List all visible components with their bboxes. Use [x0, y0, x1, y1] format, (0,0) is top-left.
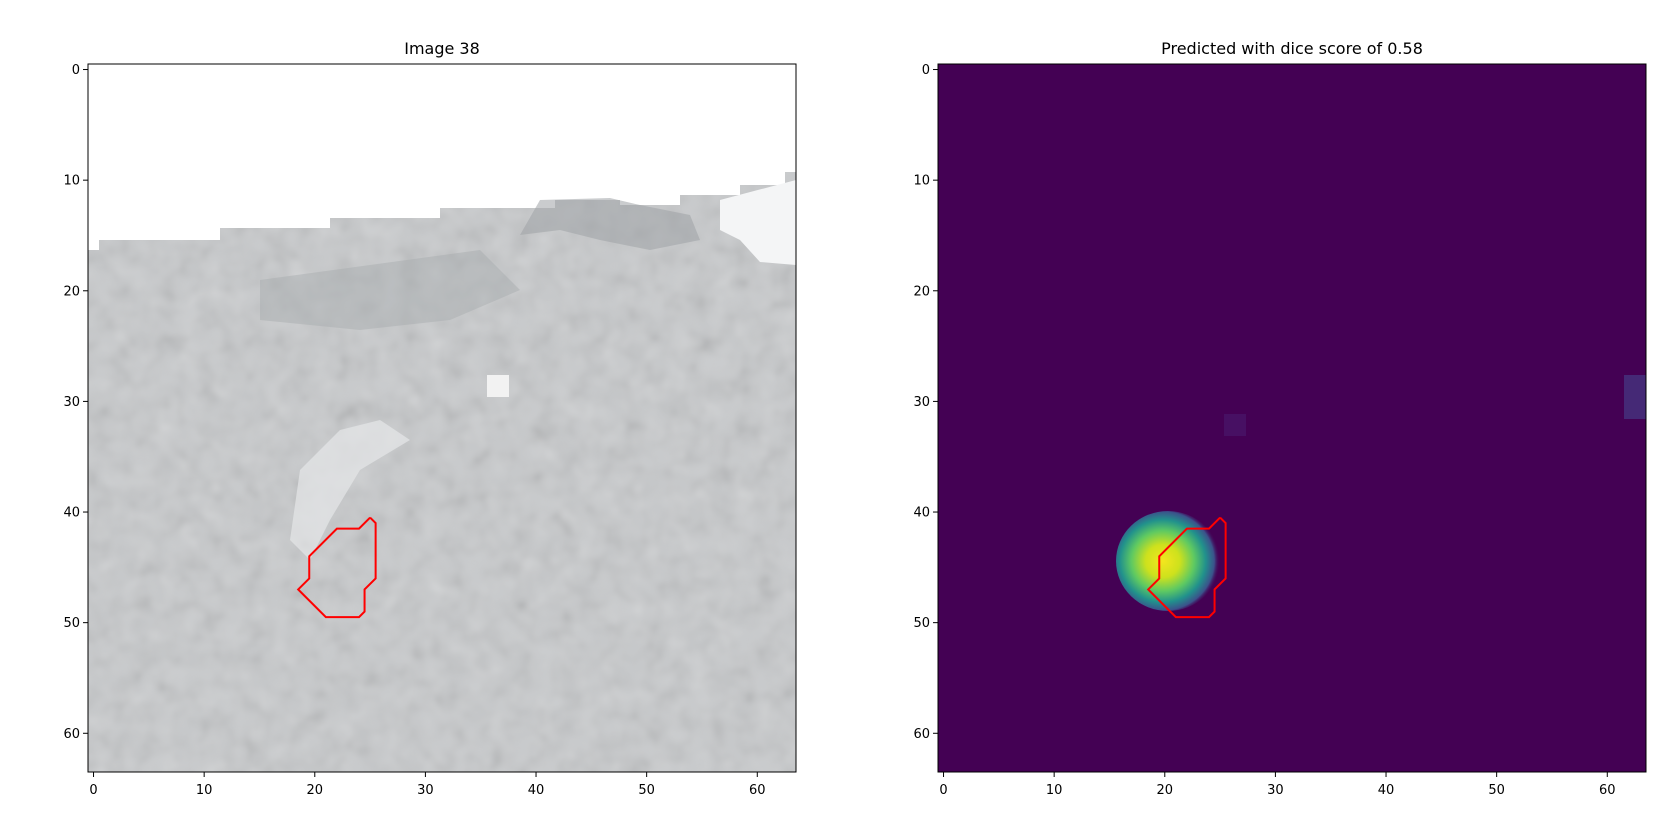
left-y-tick-label: 60 — [63, 727, 80, 742]
left-x-tick-label: 20 — [307, 783, 324, 798]
panel-left-title: Image 38 — [404, 39, 480, 58]
right-y-tick-label: 30 — [913, 395, 930, 410]
right-image — [937, 63, 1647, 773]
left-x-tick-label: 40 — [528, 783, 545, 798]
right-y-tick-label: 60 — [913, 727, 930, 742]
panel-right-title: Predicted with dice score of 0.58 — [1161, 39, 1423, 58]
right-axes-frame — [937, 63, 1647, 773]
right-x-tick-label: 50 — [1488, 783, 1505, 798]
left-image-light-streak — [290, 420, 410, 560]
right-y-tick-label: 0 — [922, 63, 930, 78]
right-image-base — [938, 64, 1646, 772]
right-y-tick-label: 50 — [913, 616, 930, 631]
right-contour-line — [1146, 516, 1227, 619]
left-y-tick-label: 40 — [63, 506, 80, 521]
left-y-tick-label: 10 — [63, 174, 80, 189]
left-image-white-region — [88, 64, 796, 250]
left-axes-frame — [87, 63, 797, 773]
right-x-tick-label: 10 — [1046, 783, 1063, 798]
left-x-tick-label: 30 — [417, 783, 434, 798]
left-x-tick-label: 10 — [196, 783, 213, 798]
left-contour-line — [296, 516, 377, 619]
left-y-tick-label: 0 — [72, 63, 80, 78]
right-axis-ticks: 0 10 20 30 40 50 60 0 10 20 30 40 50 60 — [913, 63, 1615, 798]
left-x-tick-label: 0 — [89, 783, 97, 798]
left-image — [87, 63, 797, 773]
left-image-white-right — [720, 180, 796, 265]
panel-left: Image 38 0 10 20 30 40 50 60 0 10 20 30 40 50 60 — [63, 39, 797, 798]
left-x-tick-label: 60 — [749, 783, 766, 798]
right-x-tick-label: 40 — [1378, 783, 1395, 798]
left-image-bright-spot — [487, 375, 509, 397]
right-x-tick-label: 60 — [1599, 783, 1616, 798]
panel-right: Predicted with dice score of 0.58 0 10 20 3… — [913, 39, 1647, 798]
left-y-tick-label: 50 — [63, 616, 80, 631]
left-y-tick-label: 30 — [63, 395, 80, 410]
left-image-dark-band — [260, 250, 520, 330]
right-x-tick-label: 30 — [1267, 783, 1284, 798]
right-y-tick-label: 10 — [913, 174, 930, 189]
left-axis-ticks: 0 10 20 30 40 50 60 0 10 20 30 40 50 60 — [63, 63, 765, 798]
left-image-dark-ridge — [520, 198, 700, 250]
right-y-tick-label: 20 — [913, 284, 930, 299]
right-faint-spot-center — [1224, 414, 1246, 436]
right-x-tick-label: 0 — [939, 783, 947, 798]
right-prediction-blob — [1116, 511, 1220, 611]
right-faint-spot-edge — [1624, 375, 1646, 419]
right-y-tick-label: 40 — [913, 506, 930, 521]
left-y-tick-label: 20 — [63, 284, 80, 299]
right-x-tick-label: 20 — [1157, 783, 1174, 798]
left-x-tick-label: 50 — [638, 783, 655, 798]
